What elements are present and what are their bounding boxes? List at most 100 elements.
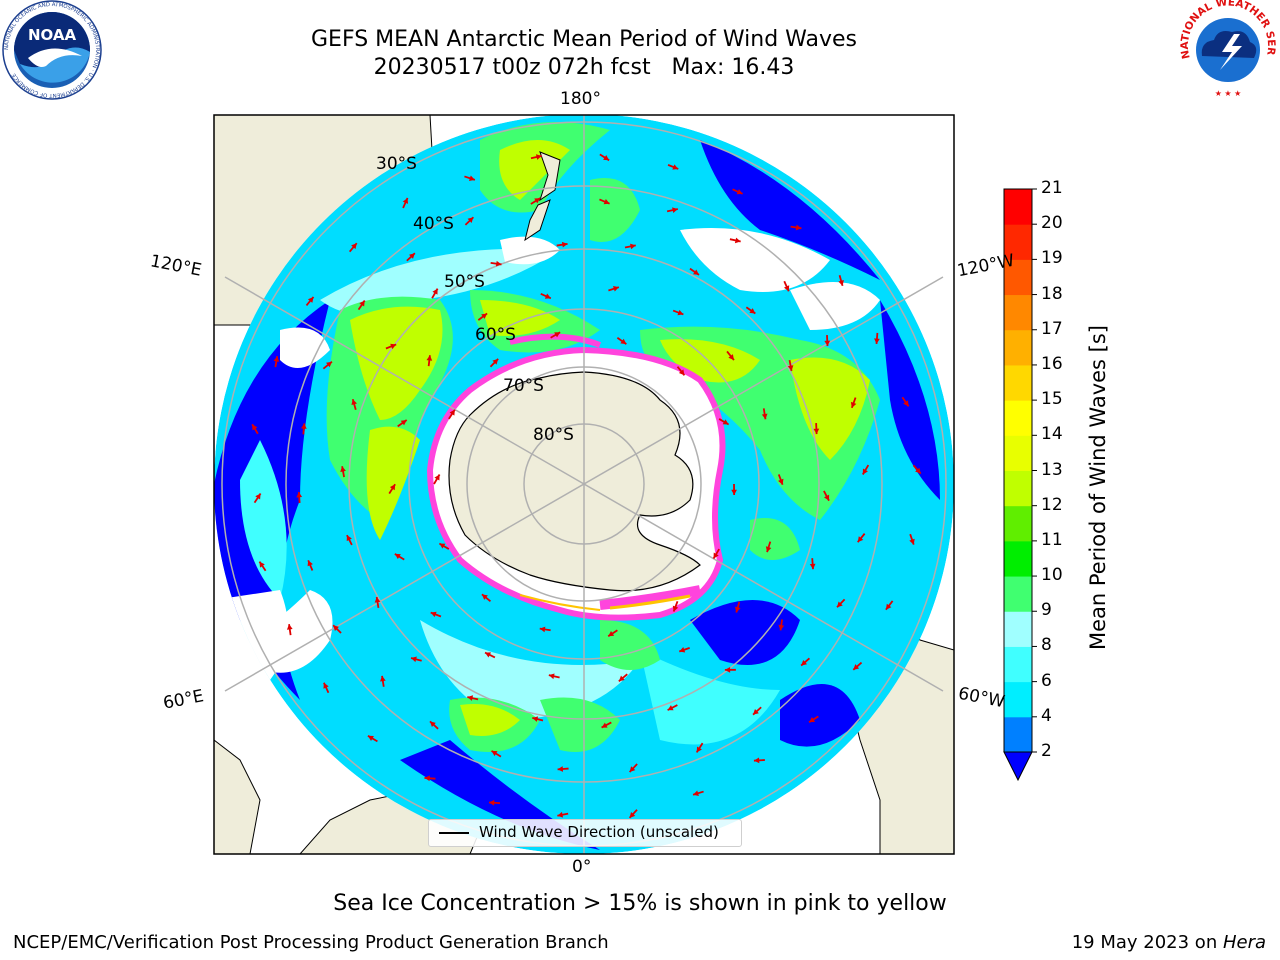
colorbar-tick-label: 16 [1041, 353, 1063, 374]
colorbar-tick-label: 9 [1041, 600, 1052, 621]
wind-wave-arrow [430, 611, 442, 618]
wind-wave-arrow [307, 559, 314, 571]
wind-wave-arrow [718, 418, 730, 426]
wind-wave-arrow [667, 704, 678, 711]
wind-wave-arrow [765, 541, 772, 553]
wind-wave-arrow [838, 274, 844, 287]
wind-wave-arrow [666, 207, 679, 213]
wind-wave-arrow [912, 464, 922, 475]
footer-date-prefix: 19 May 2023 on [1071, 932, 1223, 953]
wind-wave-arrow [618, 673, 628, 682]
colorbar-tick-label: 11 [1041, 529, 1063, 550]
map-frame [213, 114, 955, 855]
wind-wave-arrow [689, 267, 700, 276]
wind-wave-arrow [448, 409, 456, 420]
colorbar-bin [1004, 576, 1032, 612]
wind-wave-arrow [808, 715, 819, 723]
wind-wave-arrow [380, 675, 386, 687]
wind-wave-arrow [305, 296, 315, 307]
colorbar-tick-label: 4 [1041, 705, 1052, 726]
wind-wave-arrow [402, 197, 409, 209]
wind-wave-arrow [429, 720, 439, 730]
colorbar-tick-label: 18 [1041, 283, 1063, 304]
wind-wave-arrow [424, 775, 436, 782]
wind-wave-arrow [729, 237, 741, 244]
colorbar-tick-label: 2 [1041, 741, 1052, 761]
wind-wave-arrow [388, 483, 396, 495]
wind-wave-arrow [348, 242, 358, 253]
wind-wave-arrow [608, 286, 620, 292]
wind-wave-arrow [273, 356, 280, 368]
wind-wave-arrow [431, 288, 439, 299]
wind-wave-arrow [467, 695, 479, 701]
wind-wave-arrow [322, 361, 333, 370]
wind-wave-arrow [490, 260, 502, 267]
footer-date: 19 May 2023 on Hera [1072, 932, 1266, 953]
map-legend: Wind Wave Direction (unscaled) [428, 819, 742, 847]
footer-branch: NCEP/EMC/Verification Post Processing Pr… [13, 932, 609, 953]
sea-ice-note: Sea Ice Concentration > 15% is shown in … [333, 891, 947, 916]
wind-wave-arrow [323, 682, 330, 694]
colorbar-bin [1004, 189, 1032, 225]
wind-wave-arrow [836, 598, 846, 608]
wind-wave-arrow [672, 309, 684, 316]
wind-wave-arrow [397, 419, 408, 428]
wind-wave-arrow [464, 175, 476, 181]
wind-wave-arrow [406, 252, 416, 262]
wind-wave-arrow [695, 742, 704, 753]
noaa-logo-icon: NOAA NATIONAL OCEANIC AND ATMOSPHERIC AD… [0, 0, 104, 104]
wind-wave-arrow [712, 548, 720, 560]
wind-wave-arrow [540, 293, 552, 300]
wind-wave-arrow [616, 337, 627, 345]
wind-wave-arrow [862, 464, 870, 475]
colorbar-extend-low [1003, 751, 1033, 782]
wind-wave-arrow [777, 474, 784, 486]
wind-wave-arrow [672, 600, 679, 612]
wind-wave-arrow [374, 596, 381, 609]
wind-wave-arrow [426, 355, 433, 367]
nws-logo-icon: NATIONAL WEATHER SERVICE ★ ★ ★ [1172, 0, 1280, 104]
wind-wave-arrow [676, 366, 686, 376]
wind-wave-arrow [253, 492, 262, 504]
wind-wave-arrow [885, 600, 894, 611]
wind-wave-arrow [532, 716, 544, 722]
wind-wave-arrow [628, 809, 638, 819]
wind-wave-direction-arrows [251, 153, 922, 819]
wind-wave-arrow [530, 154, 542, 160]
wind-wave-arrow [790, 224, 802, 231]
lat-label-40s: 40°S [413, 214, 454, 234]
lat-label-80s: 80°S [533, 425, 574, 445]
colorbar-tick-label: 8 [1041, 635, 1052, 656]
wind-wave-arrow [489, 358, 499, 368]
wind-wave-arrow [874, 332, 880, 344]
wind-wave-arrow [628, 763, 638, 773]
colorbar-title: Mean Period of Wind Waves [s] [1086, 325, 1110, 650]
colorbar-bin [1004, 470, 1032, 507]
wind-wave-arrow [732, 188, 743, 195]
colorbar-bin [1004, 435, 1032, 471]
colorbar-tick-label: 10 [1041, 565, 1063, 586]
wind-wave-arrow [477, 312, 488, 321]
chart-subtitle: 20230517 t00z 072h fcst Max: 16.43 [373, 55, 795, 80]
wind-wave-arrow [778, 619, 785, 631]
wind-wave-arrow [488, 799, 501, 806]
colorbar-bin [1004, 294, 1032, 331]
chart-title: GEFS MEAN Antarctic Mean Period of Wind … [311, 27, 857, 52]
wind-wave-arrow [484, 651, 496, 659]
colorbar-bin [1004, 611, 1032, 647]
wind-wave-arrow [548, 673, 560, 680]
lon-label-top: 180° [560, 89, 601, 109]
wind-wave-arrow [745, 306, 756, 315]
wind-wave-arrow [692, 790, 704, 796]
wind-wave-arrow [258, 561, 267, 572]
latitude-labels: 30°S 40°S 50°S 60°S 70°S 80°S [376, 154, 574, 445]
wind-wave-arrow [726, 350, 735, 361]
wind-wave-arrow [678, 647, 690, 653]
colorbar-tick-label: 12 [1041, 494, 1063, 515]
legend-label: Wind Wave Direction (unscaled) [479, 823, 719, 841]
wind-wave-arrow [340, 466, 346, 478]
wind-wave-arrow [735, 601, 741, 613]
wind-wave-arrow [813, 423, 820, 435]
wind-wave-arrow [607, 629, 618, 638]
